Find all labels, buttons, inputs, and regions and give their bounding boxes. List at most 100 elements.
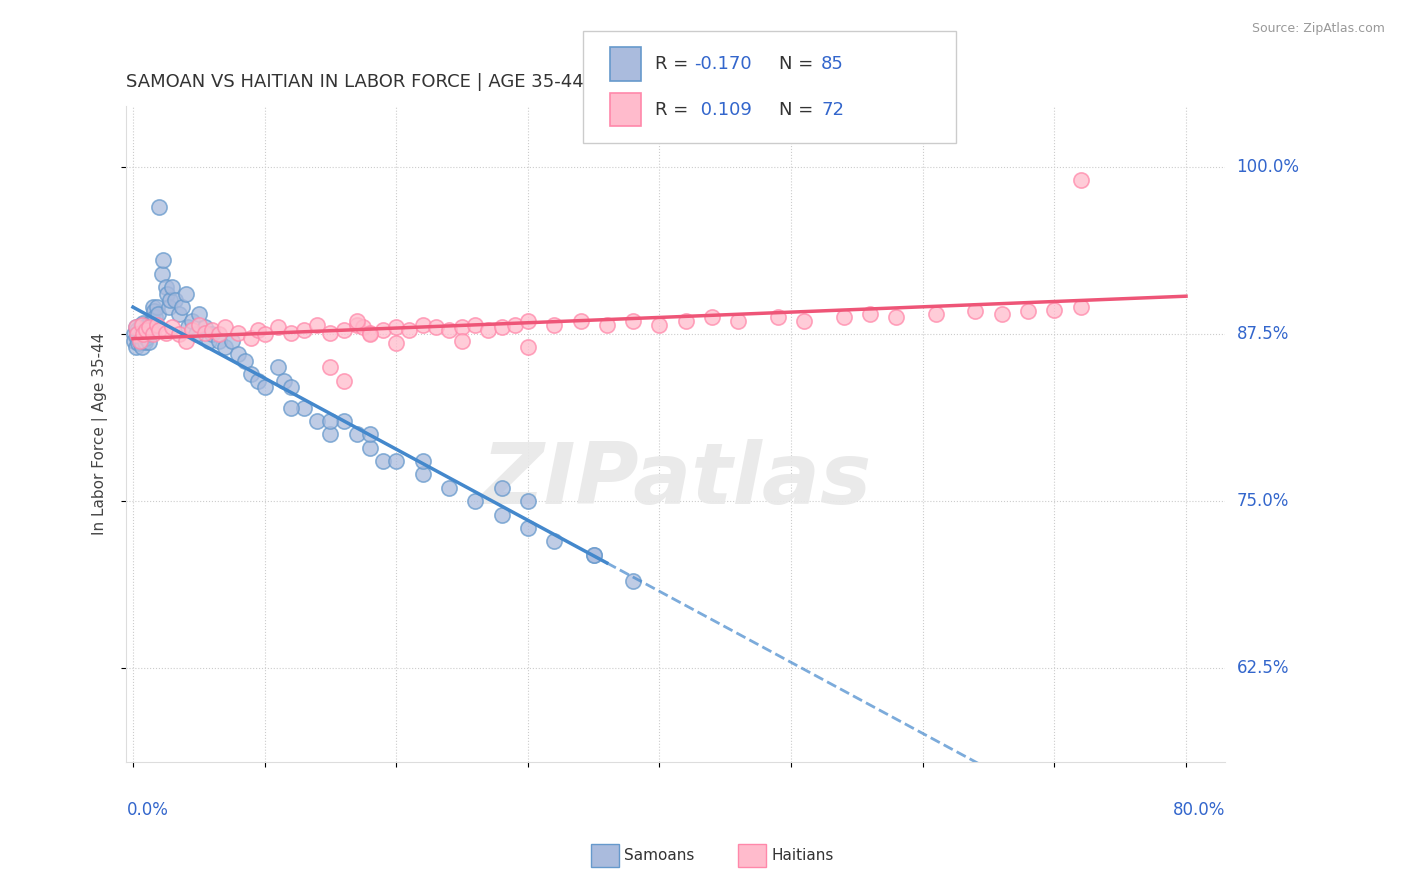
Point <box>832 310 855 324</box>
Point <box>292 323 315 337</box>
Point <box>198 334 221 348</box>
Text: ZIPatlas: ZIPatlas <box>481 439 872 522</box>
Point <box>280 401 302 415</box>
Point <box>702 310 724 324</box>
Point <box>138 334 160 349</box>
Point <box>135 331 157 345</box>
Point <box>319 326 342 340</box>
Point <box>148 200 170 214</box>
Point <box>127 326 149 340</box>
Point <box>412 454 434 468</box>
Point <box>332 323 354 337</box>
Point <box>131 318 153 332</box>
Point <box>150 267 173 281</box>
Point <box>240 331 263 345</box>
Point <box>128 334 150 348</box>
Point <box>233 353 256 368</box>
Point <box>181 313 204 327</box>
Point <box>596 318 619 332</box>
Point <box>143 304 166 318</box>
Point <box>187 318 209 332</box>
Point <box>925 307 948 321</box>
Point <box>174 334 197 348</box>
Point <box>1070 173 1092 187</box>
Point <box>159 293 181 308</box>
Point <box>582 548 605 562</box>
Point <box>727 313 749 327</box>
Point <box>582 548 605 562</box>
Point <box>142 300 165 314</box>
Text: 0.0%: 0.0% <box>127 801 169 819</box>
Point <box>162 320 184 334</box>
Text: 0.109: 0.109 <box>695 101 751 119</box>
Point <box>145 318 167 332</box>
Text: Source: ZipAtlas.com: Source: ZipAtlas.com <box>1251 22 1385 36</box>
Point <box>177 320 200 334</box>
Point <box>131 340 153 354</box>
Point <box>207 326 229 341</box>
Point <box>201 326 224 341</box>
Point <box>385 320 408 334</box>
Point <box>543 534 565 549</box>
Point <box>621 574 644 589</box>
Point <box>155 280 177 294</box>
Point <box>174 286 197 301</box>
Point <box>332 414 354 428</box>
Point <box>859 307 882 321</box>
Point <box>124 320 146 334</box>
Point <box>167 307 190 321</box>
Point <box>139 316 162 330</box>
Point <box>346 318 368 332</box>
Point <box>371 454 394 468</box>
Point <box>793 313 815 327</box>
Point <box>766 310 789 324</box>
Point <box>267 320 290 334</box>
Point <box>425 320 447 334</box>
Point <box>477 323 499 337</box>
Point <box>125 331 148 345</box>
Point <box>412 318 434 332</box>
Point <box>143 310 166 324</box>
Point <box>307 414 329 428</box>
Point <box>162 280 184 294</box>
Point <box>491 481 513 495</box>
Text: 87.5%: 87.5% <box>1237 325 1289 343</box>
Point <box>319 414 342 428</box>
Point <box>152 253 174 268</box>
Point <box>134 334 156 349</box>
Point <box>138 320 160 334</box>
Point <box>307 318 329 332</box>
Point <box>516 313 538 327</box>
Point <box>157 300 180 314</box>
Point <box>167 326 190 341</box>
Point <box>516 521 538 535</box>
Point <box>346 313 368 327</box>
Point <box>516 340 538 354</box>
Point <box>273 374 295 388</box>
Text: Samoans: Samoans <box>624 848 695 863</box>
Point <box>142 326 165 341</box>
Point <box>253 380 276 394</box>
Text: Haitians: Haitians <box>772 848 834 863</box>
Text: 75.0%: 75.0% <box>1237 492 1289 510</box>
Point <box>135 323 157 337</box>
Point <box>464 318 486 332</box>
Point <box>437 323 460 337</box>
Point <box>135 320 157 334</box>
Point <box>280 380 302 394</box>
Point <box>146 307 169 321</box>
Point <box>142 313 165 327</box>
Point <box>346 427 368 442</box>
Point <box>491 320 513 334</box>
Point <box>491 508 513 522</box>
Point <box>136 318 159 332</box>
Point <box>207 334 229 348</box>
Point <box>155 326 177 340</box>
Point <box>129 318 152 332</box>
Text: N =: N = <box>779 101 818 119</box>
Point <box>1070 300 1092 314</box>
Point <box>267 360 290 375</box>
Point <box>319 360 342 375</box>
Point <box>187 307 209 321</box>
Point <box>247 323 270 337</box>
